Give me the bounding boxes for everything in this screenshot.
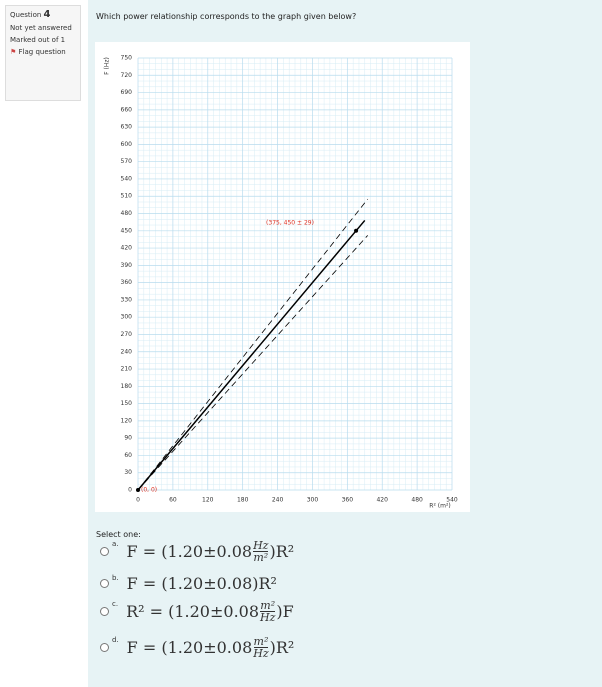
marked: Marked out of 1 <box>10 36 66 44</box>
fraction: m² Hz <box>253 636 268 659</box>
y-tick-label: 180 <box>121 383 133 390</box>
y-tick-label: 150 <box>121 400 133 407</box>
y-tick-label: 30 <box>124 469 132 476</box>
status: Not yet answered <box>10 24 72 32</box>
option-letter: b. <box>112 574 119 582</box>
x-tick-label: 420 <box>376 497 388 504</box>
point <box>354 228 359 233</box>
question-text: Which power relationship corresponds to … <box>96 12 357 21</box>
y-tick-label: 570 <box>121 158 133 165</box>
y-tick-label: 360 <box>121 279 133 286</box>
y-tick-label: 300 <box>121 314 133 321</box>
line <box>137 198 368 491</box>
y-tick-label: 420 <box>121 245 133 252</box>
option[interactable]: d. F = (1.20±0.08 m² Hz)R² <box>100 636 294 659</box>
prompt: Select one: <box>96 530 141 539</box>
formula-left: F = (1.20±0.08 <box>126 638 253 657</box>
x-tick-label: 540 <box>446 497 458 504</box>
formula-left: F = (1.20±0.08)R² <box>126 574 277 593</box>
flag-text[interactable]: Flag question <box>18 48 66 56</box>
y-tick-label: 240 <box>121 348 133 355</box>
x-tick-label: 480 <box>411 497 423 504</box>
line <box>137 235 368 491</box>
option[interactable]: b. F = (1.20±0.08)R² <box>100 574 277 593</box>
y-tick-label: 60 <box>124 452 132 459</box>
radio[interactable] <box>100 607 109 616</box>
question-label: Question <box>10 11 42 19</box>
fraction: Hz m² <box>253 539 269 564</box>
chart: 0 30 60 90 120 150 180 210 240 270 300 330 360 390 420… <box>104 55 458 510</box>
chart-box: 0 30 60 90 120 150 180 210 240 270 300 330 360 390 420… <box>95 42 470 512</box>
numerator: m² <box>253 635 269 648</box>
y-tick-label: 120 <box>121 417 133 424</box>
y-tick-label: 270 <box>121 331 133 338</box>
point <box>136 488 140 492</box>
y-tick-label: 690 <box>121 89 133 96</box>
fraction: m² Hz <box>260 600 275 623</box>
y-axis-label: F (Hz) <box>104 57 111 75</box>
question-info: Question 4 Not yet answered Marked out o… <box>5 5 81 101</box>
question-content: Which power relationship corresponds to … <box>88 0 602 687</box>
x-axis-label: R² (m²) <box>429 503 450 510</box>
formula-left: F = (1.20±0.08 <box>126 542 253 561</box>
x-tick-label: 120 <box>202 497 214 504</box>
radio[interactable] <box>100 643 109 652</box>
question-number: Question 4 <box>10 9 76 20</box>
y-tick-label: 210 <box>121 366 133 373</box>
numerator: Hz <box>253 539 269 552</box>
option-letter: c. <box>112 600 119 608</box>
y-tick-label: 330 <box>121 296 133 303</box>
radio[interactable] <box>100 547 109 556</box>
y-tick-label: 750 <box>121 55 133 62</box>
line <box>137 219 366 491</box>
y-tick-label: 630 <box>121 124 133 131</box>
x-tick-label: 240 <box>272 497 284 504</box>
y-tick-label: 540 <box>121 175 133 182</box>
denominator: Hz <box>260 611 276 624</box>
option[interactable]: a. F = (1.20±0.08 Hz m²)R² <box>100 540 294 563</box>
y-tick-label: 450 <box>121 227 133 234</box>
x-tick-label: 60 <box>169 497 177 504</box>
y-tick-label: 480 <box>121 210 133 217</box>
option[interactable]: c. R² = (1.20±0.08 m² Hz)F <box>100 600 294 623</box>
formula-left: R² = (1.20±0.08 <box>126 602 260 621</box>
option-letter: a. <box>112 540 119 548</box>
denominator: Hz <box>253 647 269 660</box>
y-tick-label: 720 <box>121 72 133 79</box>
y-tick-label: 90 <box>124 435 132 442</box>
number: 4 <box>43 9 51 20</box>
y-tick-label: 600 <box>121 141 133 148</box>
formula-right: )R² <box>269 638 295 657</box>
y-tick-label: 510 <box>121 193 133 200</box>
annotation: (375, 450 ± 29) <box>266 219 314 226</box>
option-letter: d. <box>112 636 119 644</box>
x-tick-label: 0 <box>136 497 140 504</box>
y-tick-label: 390 <box>121 262 133 269</box>
x-tick-label: 180 <box>237 497 249 504</box>
radio[interactable] <box>100 579 109 588</box>
annotation: (0, 0) <box>141 487 157 494</box>
flag[interactable]: ⚑ Flag question <box>10 48 66 56</box>
denominator: m² <box>253 551 269 564</box>
numerator: m² <box>260 599 276 612</box>
y-tick-label: 660 <box>121 106 133 113</box>
formula-right: )F <box>276 602 294 621</box>
x-tick-label: 300 <box>307 497 319 504</box>
x-tick-label: 360 <box>342 497 354 504</box>
formula-right: )R² <box>269 542 295 561</box>
y-tick-label: 0 <box>128 487 132 494</box>
